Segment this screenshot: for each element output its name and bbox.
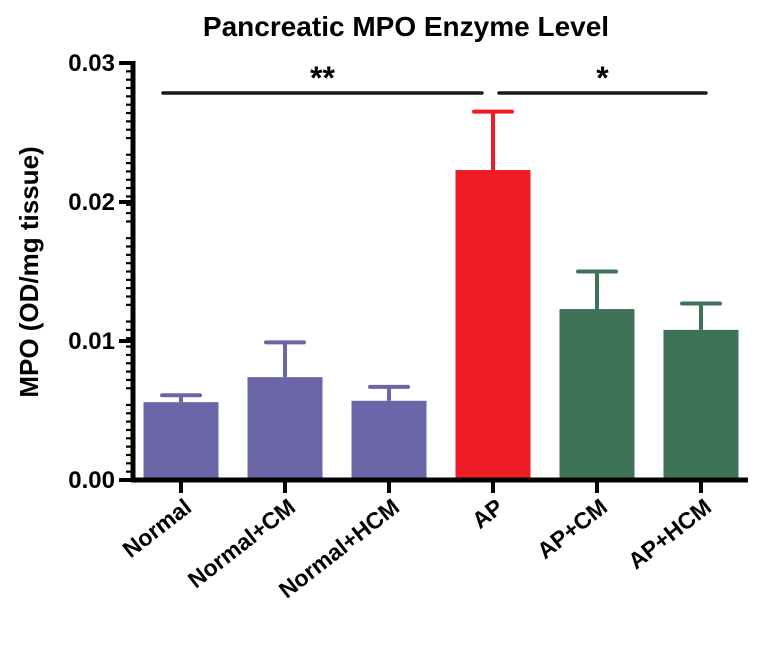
x-tick-label: AP+CM [532,493,612,563]
x-tick-label: AP+HCM [623,493,716,574]
y-tick-label: 0.03 [68,50,115,77]
y-tick-label: 0.00 [68,467,115,494]
bar-ap-plus-hcm [663,329,739,480]
chart-title: Pancreatic MPO Enzyme Level [203,11,609,42]
bar-normal-plus-cm [247,377,323,480]
y-tick-label: 0.02 [68,189,115,216]
bar-ap-plus-cm [559,309,635,480]
x-tick-label: AP [467,493,508,533]
bar-normal-plus-hcm [351,400,427,480]
bar-normal [143,402,219,480]
y-tick-label: 0.01 [68,328,115,355]
plot-area: 0.000.010.020.03NormalNormal+CMNormal+HC… [68,50,748,603]
bar-ap [455,170,531,480]
significance-label: * [596,60,609,96]
y-axis-label: MPO (OD/mg tissue) [14,146,44,397]
x-tick-label: Normal [118,493,196,562]
significance-label: ** [310,60,335,96]
